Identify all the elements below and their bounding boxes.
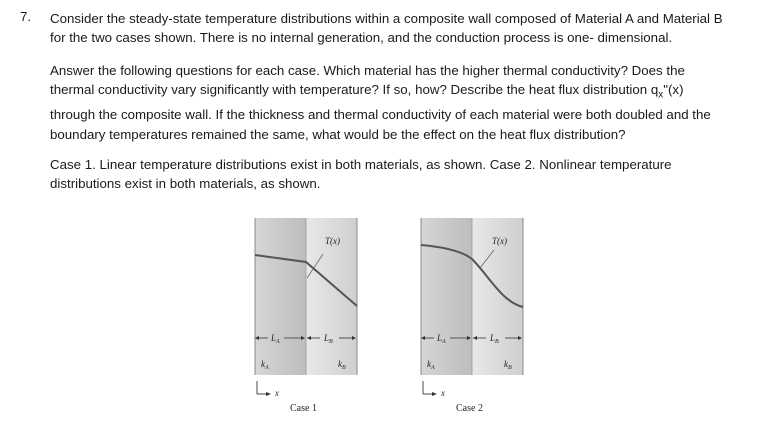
tasks-line-4: boundary temperatures remained the same,… [50,126,626,142]
conductivity-a-label: kA [261,359,269,371]
conductivity-b-label: kB [504,359,512,371]
question-number: 7. [20,9,32,24]
tasks-line-2: thermal conductivity vary significantly … [50,82,648,98]
x-axis-label: x [274,388,279,398]
case-descriptions: Case 1. Linear temperature distributions… [50,155,760,194]
length-a-label: LA [270,333,280,345]
question-intro: Consider the steady-state temperature di… [50,9,760,48]
length-b-label: LB [489,333,499,345]
cases-line-1: Case 1. Linear temperature distributions… [50,157,672,172]
material-b-slab [306,218,357,375]
conductivity-b-label: kB [338,359,346,371]
length-b-label: LB [323,333,333,345]
intro-line-2: for the two cases shown. There is no int… [50,30,673,46]
tasks-line-1: Answer the following questions for each … [50,63,685,78]
conductivity-a-label: kA [427,359,435,371]
material-a-slab [255,218,306,375]
figure-caption: Case 1 [290,403,317,414]
length-a-label: LA [436,333,446,345]
temperature-label: T(x) [492,236,507,246]
temperature-profile [254,254,358,307]
material-b-slab [472,218,523,375]
heat-flux-symbol: qx"(x) [650,82,684,101]
tasks-line-3: through the composite wall. If the thick… [50,107,711,123]
temperature-label: T(x) [325,236,340,246]
case-2-figure: T(x) LA LB kA kB x Case 2 [414,214,534,424]
figure-caption: Case 2 [456,403,483,414]
material-a-slab [421,218,472,375]
temperature-profile [420,244,524,308]
x-axis-label: x [440,388,445,398]
cases-line-2: distributions exist in both materials, a… [50,176,321,192]
question-tasks: Answer the following questions for each … [50,61,760,144]
intro-line-1: Consider the steady-state temperature di… [50,11,723,26]
case-1-figure: T(x) LA LB kA kB x Case 1 [248,214,368,424]
